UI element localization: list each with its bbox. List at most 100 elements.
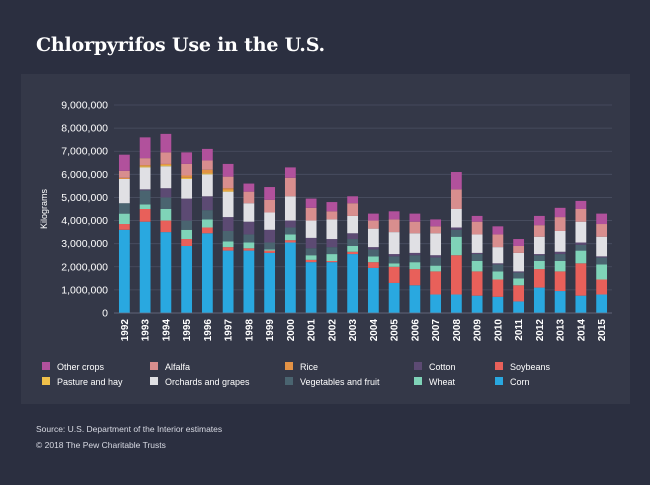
bar-segment bbox=[409, 213, 421, 222]
bar-segment bbox=[430, 265, 442, 272]
bar-segment bbox=[513, 252, 525, 272]
bar-segment bbox=[264, 250, 276, 253]
bar-segment bbox=[326, 254, 338, 261]
bar-segment bbox=[181, 177, 193, 179]
bar-segment bbox=[575, 242, 587, 245]
bar-segment bbox=[243, 203, 255, 222]
bar-segment bbox=[222, 191, 234, 218]
bar-segment bbox=[139, 165, 151, 167]
x-tick-label: 2000 bbox=[286, 319, 297, 342]
legend-label: Soybeans bbox=[510, 362, 551, 372]
y-tick-label: 0 bbox=[102, 308, 108, 320]
bar-segment bbox=[264, 242, 276, 250]
bar-segment bbox=[492, 263, 504, 265]
bar-segment bbox=[305, 262, 317, 313]
legend-swatch bbox=[150, 377, 158, 385]
legend-label: Rice bbox=[300, 362, 318, 372]
legend-swatch bbox=[495, 377, 503, 385]
bar-segment bbox=[471, 252, 483, 255]
bar-segment bbox=[596, 279, 608, 295]
bar-segment bbox=[284, 227, 296, 235]
bar-segment bbox=[160, 166, 172, 189]
bar-segment bbox=[243, 234, 255, 243]
legend-swatch bbox=[150, 362, 158, 370]
x-tick-label: 1993 bbox=[141, 319, 152, 342]
legend-label: Pasture and hay bbox=[57, 377, 123, 387]
bar-segment bbox=[243, 250, 255, 313]
bar-segment bbox=[554, 251, 566, 255]
legend-label: Other crops bbox=[57, 362, 105, 372]
bar-segment bbox=[533, 255, 545, 261]
bar-segment bbox=[201, 233, 213, 313]
x-tick-label: 2011 bbox=[514, 319, 525, 341]
bar-segment bbox=[264, 212, 276, 230]
bar-segment bbox=[160, 133, 172, 153]
bar-segment bbox=[388, 263, 400, 267]
y-tick-label: 1,000,000 bbox=[61, 284, 108, 296]
bar-segment bbox=[492, 296, 504, 313]
bar-segment bbox=[450, 294, 462, 313]
bar-segment bbox=[347, 233, 359, 240]
bar-segment bbox=[471, 215, 483, 222]
legend-label: Cotton bbox=[429, 362, 456, 372]
bar-segment bbox=[243, 191, 255, 204]
bar-segment bbox=[430, 271, 442, 295]
bar-segment bbox=[118, 203, 130, 214]
bar-segment bbox=[284, 167, 296, 178]
x-tick-label: 2004 bbox=[369, 319, 380, 342]
legend-label: Wheat bbox=[429, 377, 456, 387]
legend-swatch bbox=[42, 362, 50, 370]
bar-segment bbox=[160, 197, 172, 209]
bar-segment bbox=[139, 166, 151, 168]
bar-segment bbox=[222, 176, 234, 189]
bar-segment bbox=[430, 226, 442, 234]
bar-segment bbox=[596, 257, 608, 265]
bar-segment bbox=[430, 294, 442, 313]
bar-segment bbox=[118, 178, 130, 204]
legend-swatch bbox=[495, 362, 503, 370]
bar-segment bbox=[139, 204, 151, 209]
bar-segment bbox=[347, 254, 359, 313]
bar-segment bbox=[388, 256, 400, 264]
bar-segment bbox=[388, 232, 400, 255]
x-tick-label: 2009 bbox=[473, 319, 484, 342]
bar-segment bbox=[513, 245, 525, 253]
bar-segment bbox=[554, 230, 566, 252]
y-tick-label: 9,000,000 bbox=[61, 100, 108, 112]
source-note: Source: U.S. Department of the Interior … bbox=[36, 424, 223, 434]
legend-swatch bbox=[414, 362, 422, 370]
bar-segment bbox=[388, 254, 400, 257]
bar-segment bbox=[118, 154, 130, 171]
bar-segment bbox=[181, 229, 193, 240]
y-tick-label: 3,000,000 bbox=[61, 238, 108, 250]
bar-segment bbox=[513, 239, 525, 246]
bar-segment bbox=[305, 220, 317, 238]
bar-segment bbox=[471, 261, 483, 272]
bar-segment bbox=[367, 213, 379, 221]
bar-segment bbox=[430, 255, 442, 258]
bar-segment bbox=[139, 167, 151, 190]
copyright-note: © 2018 The Pew Charitable Trusts bbox=[36, 440, 166, 450]
bar-segment bbox=[222, 241, 234, 248]
bar-segment bbox=[575, 200, 587, 209]
bar-segment bbox=[533, 215, 545, 226]
bar-segment bbox=[471, 271, 483, 296]
bar-segment bbox=[347, 251, 359, 255]
bar-segment bbox=[596, 256, 608, 258]
bar-segment bbox=[305, 237, 317, 249]
y-tick-label: 2,000,000 bbox=[61, 261, 108, 273]
bar-segment bbox=[450, 255, 462, 295]
bar-segment bbox=[596, 236, 608, 257]
x-tick-label: 1995 bbox=[182, 319, 193, 342]
x-tick-label: 2013 bbox=[556, 319, 567, 342]
bar-segment bbox=[243, 183, 255, 192]
bar-segment bbox=[201, 227, 213, 234]
bar-segment bbox=[409, 252, 421, 256]
legend-label: Orchards and grapes bbox=[165, 377, 250, 387]
bar-segment bbox=[575, 263, 587, 296]
bar-segment bbox=[284, 177, 296, 197]
bar-segment bbox=[284, 240, 296, 243]
bar-segment bbox=[554, 271, 566, 292]
bar-segment bbox=[264, 187, 276, 200]
bar-segment bbox=[367, 228, 379, 248]
